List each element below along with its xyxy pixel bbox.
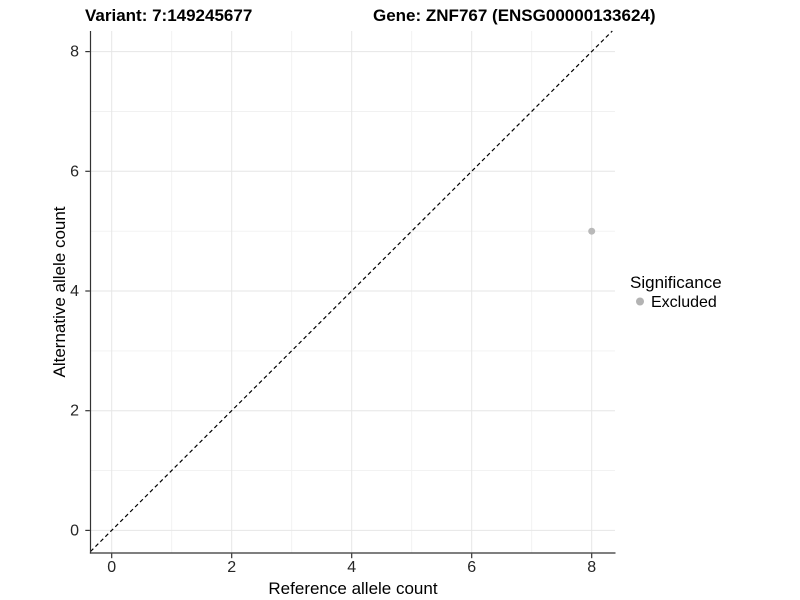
- y-tick-label: 0: [70, 522, 79, 539]
- x-tick-label: 4: [347, 559, 356, 576]
- y-tick-label: 2: [70, 403, 79, 420]
- x-tick-label: 2: [227, 559, 236, 576]
- legend-title: Significance: [630, 273, 722, 292]
- x-tick-label: 0: [107, 559, 116, 576]
- x-tick-label: 6: [467, 559, 476, 576]
- y-axis-title: Alternative allele count: [50, 206, 69, 377]
- y-axis-tick-labels: 0 2 4 6 8: [70, 44, 79, 540]
- y-tick-label: 6: [70, 163, 79, 180]
- x-axis-title: Reference allele count: [268, 579, 437, 598]
- tick-marks: [85, 50, 593, 559]
- title-variant: Variant: 7:149245677: [85, 6, 252, 25]
- gridlines-minor: [90, 31, 615, 553]
- y-tick-label: 8: [70, 44, 79, 61]
- legend-key-dot: [636, 297, 644, 306]
- title-gene: Gene: ZNF767 (ENSG00000133624): [373, 6, 656, 25]
- gridlines-major: [90, 31, 615, 553]
- y-tick-label: 4: [70, 283, 79, 300]
- x-axis-tick-labels: 0 2 4 6 8: [107, 559, 596, 576]
- x-tick-label: 8: [587, 559, 596, 576]
- legend-item-label: Excluded: [651, 294, 717, 311]
- data-point-excluded: [588, 227, 596, 235]
- axis-lines: [89, 31, 616, 554]
- legend: Significance Excluded: [630, 273, 722, 311]
- identity-diagonal-line: [90, 30, 613, 552]
